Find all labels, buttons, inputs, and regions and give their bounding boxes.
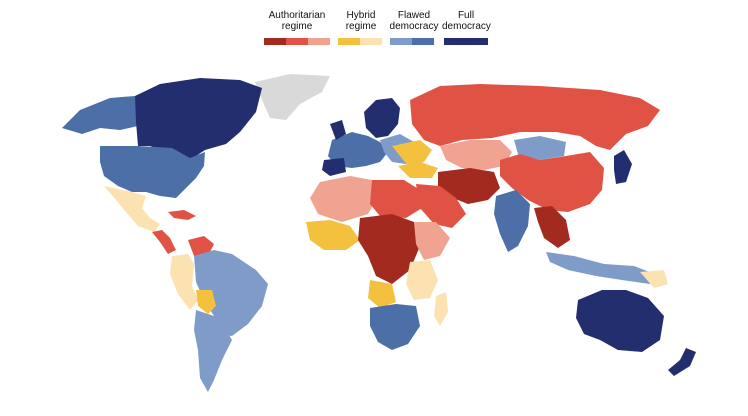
region-mongolia: [514, 136, 566, 160]
legend-swatch-full: [444, 38, 488, 45]
legend-label-full: Full democracy: [442, 10, 491, 32]
region-central-asia: [440, 140, 512, 170]
region-central-america: [152, 230, 176, 254]
region-north-africa-west: [310, 176, 376, 222]
region-caribbean: [168, 210, 196, 220]
region-japan: [614, 150, 632, 184]
region-usa: [100, 146, 205, 198]
region-mexico: [104, 186, 160, 232]
region-southern-cone: [194, 310, 232, 392]
legend-swatch-flawed: [390, 38, 434, 45]
legend-swatch-hybrid: [338, 38, 382, 45]
region-uk: [330, 120, 346, 140]
legend-item-authoritarian: Authoritarian regime: [262, 10, 332, 45]
region-north-africa-east: [370, 180, 422, 218]
legend-item-flawed: Flawed democracy: [388, 10, 440, 45]
swatch-hybrid-light: [360, 38, 382, 45]
legend-swatch-authoritarian: [264, 38, 330, 45]
region-scandinavia: [364, 98, 400, 138]
region-southern-africa: [370, 304, 420, 350]
region-brazil: [194, 250, 268, 336]
swatch-full: [444, 38, 488, 45]
region-venezuela: [188, 236, 214, 256]
region-andean-hybrid: [170, 254, 198, 310]
swatch-authoritarian-mid: [286, 38, 308, 45]
region-madagascar: [434, 292, 448, 326]
region-australia: [576, 290, 664, 352]
region-arabia: [416, 184, 466, 228]
region-angola: [368, 280, 396, 308]
region-new-zealand: [668, 348, 696, 376]
region-papua: [640, 270, 668, 288]
region-balkans-hybrid: [392, 140, 432, 166]
swatch-flawed-dark: [412, 38, 434, 45]
swatch-authoritarian-dark: [264, 38, 286, 45]
region-iran-afghan: [438, 168, 500, 204]
swatch-hybrid-dark: [338, 38, 360, 45]
legend: Authoritarian regime Hybrid regime Flawe…: [262, 10, 492, 46]
region-se-asia: [534, 206, 570, 248]
region-bolivia: [196, 290, 216, 314]
region-greenland: [255, 74, 330, 120]
region-east-africa: [406, 260, 438, 300]
legend-item-hybrid: Hybrid regime: [336, 10, 386, 45]
swatch-flawed-light: [390, 38, 412, 45]
region-russia: [410, 84, 660, 150]
legend-label-hybrid: Hybrid regime: [345, 10, 377, 32]
region-horn: [414, 222, 450, 260]
legend-label-authoritarian: Authoritarian regime: [268, 10, 326, 32]
region-canada: [135, 78, 262, 160]
region-iberia: [322, 158, 346, 176]
region-indonesia: [546, 252, 660, 284]
region-turkey: [398, 162, 438, 178]
region-china: [500, 152, 604, 212]
legend-item-full: Full democracy: [442, 10, 491, 45]
region-alaska: [62, 96, 138, 134]
region-west-africa: [306, 220, 360, 250]
legend-label-flawed: Flawed democracy: [389, 10, 439, 32]
region-india: [494, 190, 530, 252]
region-central-africa: [358, 214, 420, 284]
world-map: [62, 74, 696, 392]
swatch-authoritarian-light: [308, 38, 330, 45]
